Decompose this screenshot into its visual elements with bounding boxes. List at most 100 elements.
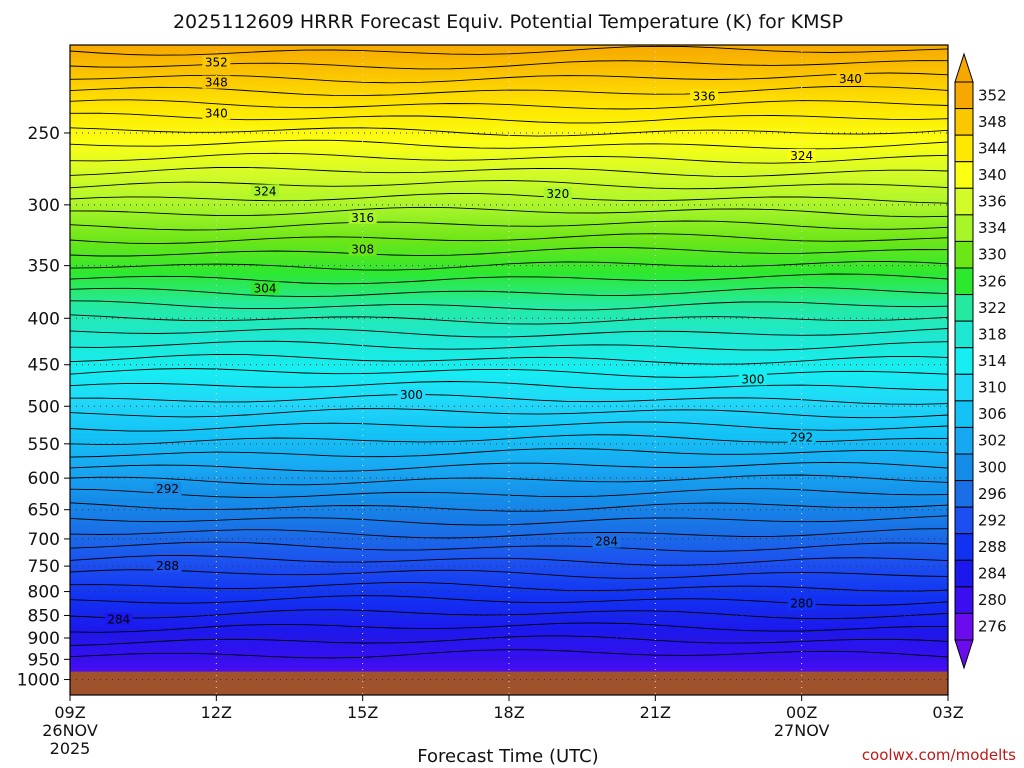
contour-label: 316 [348, 210, 377, 225]
contour-label-text: 340 [839, 72, 862, 86]
colorbar-swatch [954, 400, 974, 428]
contour-line [70, 408, 948, 419]
contour-label-bg [690, 89, 719, 103]
y-tick-label: 650 [28, 501, 60, 521]
colorbar-label: 288 [978, 538, 1007, 556]
contour-label: 336 [690, 89, 719, 104]
y-tick-label: 550 [28, 435, 60, 455]
contour-label-bg [251, 281, 280, 295]
contour-line [70, 328, 948, 338]
contour-label: 288 [153, 559, 182, 573]
contour-label: 340 [836, 71, 865, 86]
x-tick-label: 21Z [640, 703, 671, 722]
contour-label: 292 [787, 430, 816, 444]
colorbar-swatch [954, 506, 974, 535]
contour-line [70, 502, 948, 512]
contour-line [70, 206, 948, 218]
y-tick-label: 900 [28, 629, 60, 649]
y-tick-label: 500 [28, 397, 60, 417]
terrain-mask [70, 671, 948, 695]
colorbar-swatch [954, 426, 974, 455]
x-axis-label: Forecast Time (UTC) [417, 746, 598, 767]
y-axis: 250 300 350 400 450 500 550 600 650 700 750 800 850 9… [17, 124, 70, 691]
colorbar-label: 284 [978, 565, 1007, 583]
colorbar-label: 296 [978, 485, 1007, 503]
contour-line [70, 461, 948, 472]
contour-label-bg [787, 148, 816, 162]
colorbar-swatch [954, 347, 974, 375]
y-tick-label: 450 [28, 356, 60, 376]
colorbar-swatch [954, 161, 974, 189]
grid-lines [70, 45, 948, 695]
colorbar-label: 280 [978, 591, 1007, 609]
contour-line [70, 247, 948, 257]
contour-line [70, 45, 948, 56]
colorbar-swatch [954, 559, 974, 588]
contour-label-bg [348, 210, 377, 224]
colorbar-arrow-bottom [954, 639, 974, 670]
contour-label-text: 336 [693, 90, 716, 104]
contour-label-text: 300 [741, 372, 764, 386]
contour-label-bg [202, 55, 231, 69]
colorbar-swatch [954, 533, 974, 561]
colorbar-label: 330 [978, 246, 1007, 264]
y-tick-label: 850 [28, 606, 60, 626]
colorbar-swatch [954, 612, 974, 641]
contour-line [70, 180, 948, 190]
contour-label: 320 [543, 187, 572, 201]
x-tick-date: 26NOV [42, 721, 98, 740]
contour-line [70, 609, 948, 620]
colorbar-label: 300 [978, 458, 1007, 476]
contour-line [70, 99, 948, 110]
contour-label: 308 [348, 242, 377, 257]
colorbar-swatch [954, 267, 974, 296]
y-tick-label: 250 [28, 124, 60, 144]
contour-line [70, 139, 948, 150]
contour-labels: 352 348 340 340 336 324 324 320 316 308 304 300 300 2… [104, 55, 865, 627]
x-tick-label: 18Z [493, 703, 524, 722]
contour-line [70, 193, 948, 204]
colorbar-swatch [954, 453, 974, 482]
contour-label: 340 [202, 106, 231, 121]
colorbar-label: 334 [978, 219, 1007, 237]
y-tick-label: 400 [28, 309, 60, 329]
contour-label: 352 [202, 55, 231, 69]
contour-label-bg [153, 559, 182, 573]
contour-label: 292 [153, 482, 182, 496]
colorbar-label: 318 [978, 325, 1007, 343]
colorbar-label: 344 [978, 139, 1007, 157]
contour-label-text: 324 [254, 184, 277, 198]
contour-line [70, 541, 948, 552]
colorbar-label: 276 [978, 618, 1007, 636]
contour-label-bg [202, 75, 231, 89]
colorbar-label: 314 [978, 352, 1007, 370]
contour-line [70, 381, 948, 391]
colorbar-swatch [954, 240, 974, 269]
contour-line [70, 273, 948, 285]
colorbar-swatch [954, 187, 974, 216]
contour-label-bg [153, 482, 182, 496]
contour-line [70, 233, 948, 245]
contour-label-bg [787, 596, 816, 610]
contour-label-text: 324 [790, 149, 813, 163]
contour-label-text: 316 [351, 211, 374, 225]
contour-line [70, 569, 948, 579]
colorbar-swatch [954, 320, 974, 349]
contour-label-text: 352 [205, 55, 228, 69]
contour-line [70, 582, 948, 592]
contour-line [70, 300, 948, 311]
colorbar-label: 326 [978, 272, 1007, 290]
contour-label-text: 288 [156, 559, 179, 573]
contour-label: 300 [738, 372, 767, 386]
colorbar-label: 310 [978, 379, 1007, 397]
contour-label-bg [787, 430, 816, 444]
y-tick-label: 750 [28, 557, 60, 577]
colorbar-swatch [954, 134, 974, 163]
contour-label-text: 340 [205, 107, 228, 121]
contour-label-bg [836, 71, 865, 85]
contour-line [70, 340, 948, 351]
colorbar-label: 322 [978, 299, 1007, 317]
contour-label: 300 [397, 388, 426, 402]
